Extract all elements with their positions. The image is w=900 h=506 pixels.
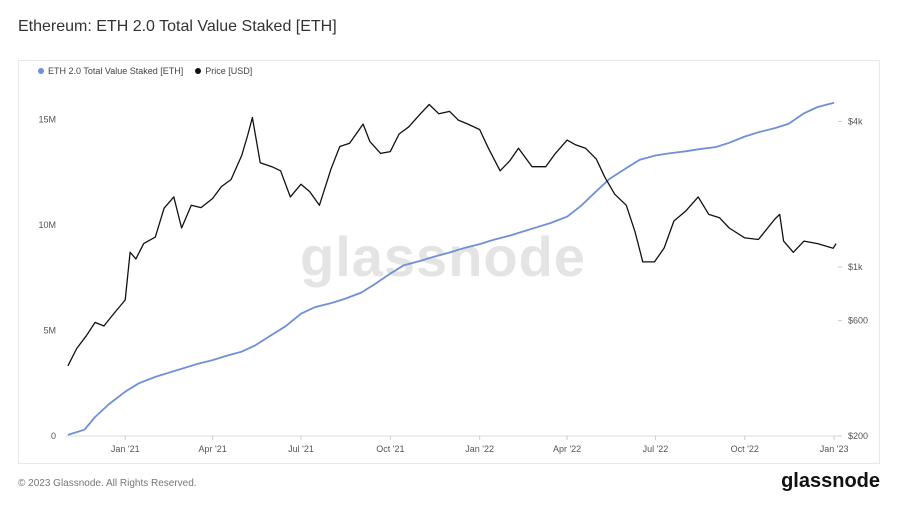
chart-legend: ETH 2.0 Total Value Staked [ETH] Price [… [38, 66, 252, 76]
legend-item-price[interactable]: Price [USD] [195, 66, 252, 76]
chart-panel [18, 60, 880, 464]
x-tick-label: Jul '21 [288, 444, 314, 454]
x-tick-label: Jan '22 [465, 444, 494, 454]
x-tick-label: Jan '21 [111, 444, 140, 454]
x-tick-label: Oct '21 [376, 444, 404, 454]
legend-dot-price [195, 68, 202, 74]
watermark-logo: glassnode [300, 225, 586, 288]
x-tick-label: Apr '22 [553, 444, 581, 454]
y-right-tick-label: $600 [848, 316, 868, 326]
x-tick-label: Oct '22 [731, 444, 759, 454]
footer-copyright: © 2023 Glassnode. All Rights Reserved. [18, 478, 197, 489]
legend-label-staked: ETH 2.0 Total Value Staked [ETH] [48, 66, 184, 76]
x-tick-label: Jul '22 [643, 444, 669, 454]
x-tick-label: Jan '23 [820, 444, 849, 454]
y-left-tick-label: 10M [38, 220, 56, 230]
legend-dot-staked [38, 68, 44, 74]
y-left-tick-label: 0 [51, 431, 56, 441]
series-line-staked [67, 101, 835, 436]
series-line-price [67, 103, 837, 367]
footer-brand-logo[interactable]: glassnode [781, 470, 880, 492]
legend-label-price: Price [USD] [205, 66, 253, 76]
axis-layer: Jan '21 Apr '21 Jul '21 Oct '21 Jan '22 Apr '… [38, 115, 868, 454]
page-title: Ethereum: ETH 2.0 Total Value Staked [ET… [18, 18, 337, 35]
y-right-tick-label: $1k [848, 262, 863, 272]
series-layer [67, 101, 837, 436]
y-left-tick-label: 15M [38, 115, 56, 125]
x-tick-label: Apr '21 [199, 444, 227, 454]
legend-item-staked[interactable]: ETH 2.0 Total Value Staked [ETH] [38, 66, 183, 76]
y-left-tick-label: 5M [43, 326, 56, 336]
y-right-tick-label: $4k [848, 116, 863, 126]
y-right-tick-label: $200 [848, 431, 868, 441]
